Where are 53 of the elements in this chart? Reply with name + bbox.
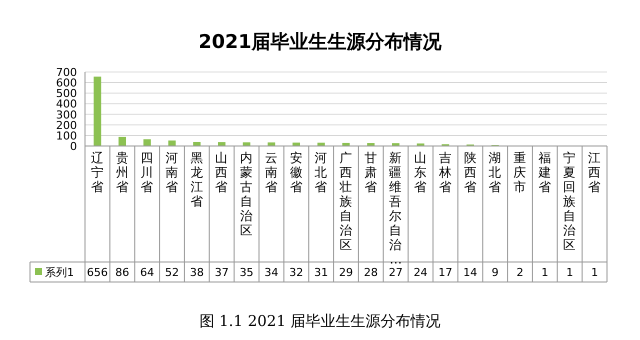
- data-label: 17: [438, 266, 452, 279]
- y-tick-label: 500: [56, 87, 77, 100]
- x-tick-label: 山西省: [215, 150, 228, 194]
- data-label: 32: [289, 266, 304, 279]
- chart-title: 2021届毕业生生源分布情况: [198, 31, 442, 53]
- data-label: 1: [566, 266, 574, 279]
- y-tick-label: 600: [56, 76, 77, 90]
- y-tick-label: 300: [56, 108, 77, 122]
- data-label: 34: [264, 266, 278, 279]
- data-label: 37: [214, 266, 229, 279]
- x-tick-label: 重庆市: [514, 150, 526, 194]
- x-tick-label: 广西壮族自治区: [338, 150, 352, 252]
- data-label: 1: [591, 266, 598, 279]
- y-tick-label: 200: [56, 118, 77, 132]
- x-tick-label: 陕西省: [464, 150, 477, 194]
- data-label: 64: [140, 266, 154, 279]
- x-tick-label: 河南省: [166, 150, 178, 194]
- x-tick-label: 湖北省: [488, 150, 502, 194]
- data-label: 52: [165, 266, 179, 279]
- data-label: 31: [314, 266, 328, 279]
- y-tick-label: 700: [56, 66, 77, 79]
- x-tick-label: 安徽省: [290, 150, 303, 194]
- x-tick-label: 江西省: [588, 150, 602, 194]
- y-tick-label: 100: [56, 129, 77, 142]
- x-tick-label: 新疆维吾尔自治…: [389, 150, 402, 266]
- x-tick-label: 云南省: [264, 150, 278, 194]
- x-tick-label: 福建省: [537, 150, 552, 194]
- data-label: 29: [339, 266, 353, 279]
- x-tick-label: 河北省: [314, 150, 328, 194]
- data-label: 656: [86, 266, 108, 279]
- x-tick-label: 甘肃省: [364, 150, 378, 194]
- data-label: 14: [463, 266, 478, 279]
- x-tick-label: 黑龙江省: [190, 150, 204, 208]
- data-label: 27: [388, 266, 403, 279]
- x-tick-label: 贵州省: [116, 150, 129, 194]
- x-tick-label: 吉林省: [438, 150, 452, 194]
- x-tick-label: 山东省: [414, 150, 428, 194]
- data-label: 35: [240, 266, 254, 279]
- x-tick-label: 内蒙古自治区: [240, 150, 254, 238]
- data-label: 38: [190, 266, 204, 279]
- data-label: 1: [541, 266, 548, 279]
- data-label: 24: [414, 266, 428, 279]
- data-label: 28: [364, 266, 378, 279]
- x-tick-label: 四川省: [140, 150, 154, 194]
- data-label: 86: [115, 266, 130, 279]
- y-tick-label: 400: [56, 98, 77, 111]
- y-tick-label: 0: [70, 140, 77, 153]
- data-label: 9: [492, 266, 499, 279]
- x-tick-label: 宁夏回族自治区: [563, 150, 576, 252]
- legend-label: 系列1: [45, 266, 74, 279]
- data-label: 2: [516, 266, 524, 279]
- caption: 图 1.1 2021 届毕业生生源分布情况: [199, 312, 441, 330]
- x-tick-label: 辽宁省: [90, 150, 104, 194]
